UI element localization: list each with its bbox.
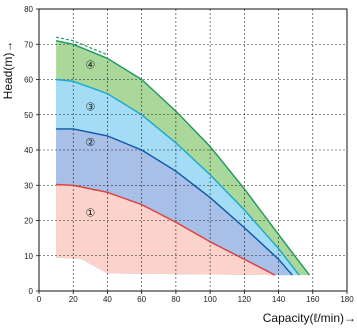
x-tick-label: 0 [37, 295, 42, 304]
y-tick-label: 80 [24, 5, 33, 14]
y-tick-label: 30 [24, 181, 33, 190]
curve-line-1 [56, 183, 276, 276]
x-axis-label: Capacity(ℓ/min)→ [263, 311, 356, 325]
x-tick-label: 140 [272, 295, 286, 304]
x-tick-label: 180 [340, 295, 354, 304]
x-tick-label: 20 [69, 295, 78, 304]
curve-label-4: ④ [85, 58, 95, 71]
y-tick-label: 50 [24, 111, 33, 120]
plot-area: ① ② ③ ④ 0 20 40 60 80 100 120 140 160 180 0 10 20 30 40 50 6… [1, 5, 356, 325]
curve-line-4-dashed [55, 36, 108, 56]
y-tick-label: 60 [24, 76, 33, 85]
band-area-1 [56, 184, 276, 276]
y-tick-label: 40 [24, 146, 33, 155]
curve-line-2 [56, 128, 293, 276]
curve-label-3: ③ [85, 101, 95, 114]
curve-line-3 [56, 78, 300, 276]
curve-label-2: ② [85, 136, 95, 149]
y-axis-label: Head(m)→ [1, 41, 15, 100]
y-tick-label: 10 [24, 252, 33, 261]
y-tick-label: 0 [29, 287, 34, 296]
x-tick-label: 160 [306, 295, 320, 304]
x-tick-label: 80 [171, 295, 180, 304]
x-tick-label: 60 [137, 295, 146, 304]
curve-label-1: ① [85, 206, 95, 219]
x-tick-label: 120 [238, 295, 252, 304]
x-tick-label: 100 [203, 295, 217, 304]
x-tick-label: 40 [103, 295, 112, 304]
y-tick-label: 70 [24, 40, 33, 49]
y-tick-label: 20 [24, 217, 33, 226]
curve-line-4 [55, 40, 310, 276]
